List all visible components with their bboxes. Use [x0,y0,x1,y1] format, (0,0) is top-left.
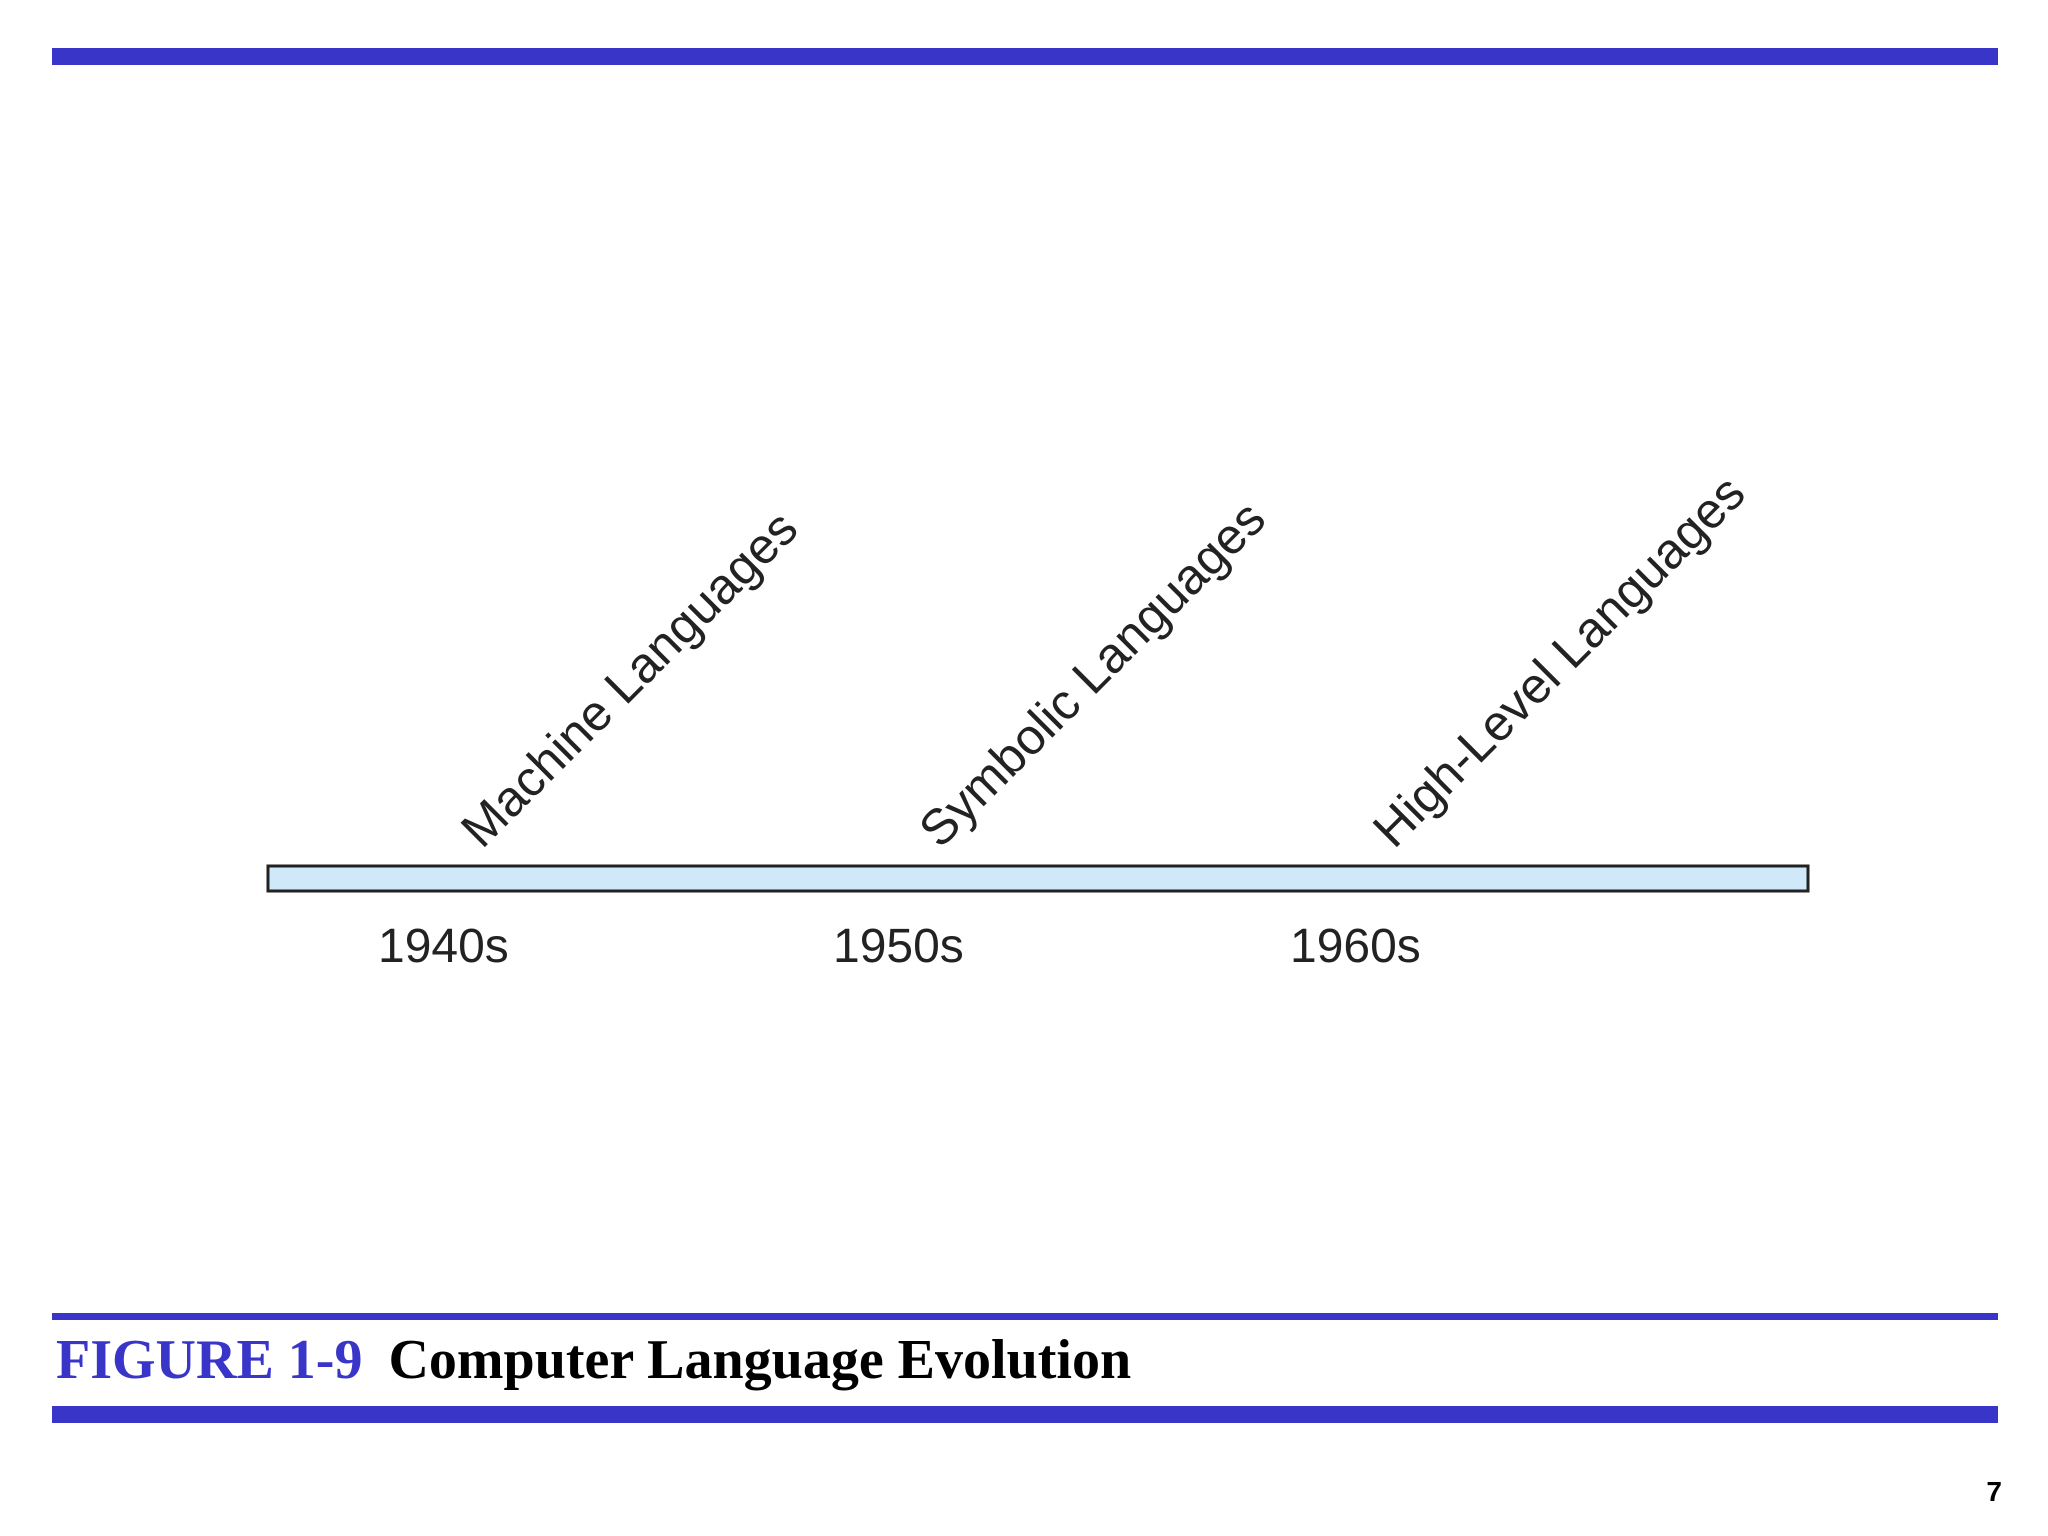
era-group-1950s: Symbolic Languages 1950s [833,490,1276,973]
figure-number: FIGURE 1-9 [56,1329,363,1391]
figure-title: Computer Language Evolution [388,1329,1132,1391]
decade-label-1940s: 1940s [378,920,509,973]
top-rule [52,48,1998,65]
page-number: 7 [1986,1476,2002,1507]
decade-label-1950s: 1950s [833,920,964,973]
language-label-high-level: High-Level Languages [1362,464,1755,857]
timeline-bar [266,864,1810,893]
caption-bottom-rule [52,1406,1998,1423]
caption-top-rule [52,1313,1998,1320]
figure-caption: FIGURE 1-9 Computer Language Evolution [56,1326,1131,1394]
language-label-machine: Machine Languages [450,500,808,858]
language-label-symbolic: Symbolic Languages [908,490,1276,858]
era-group-1940s: Machine Languages 1940s [378,500,808,973]
decade-label-1960s: 1960s [1290,920,1421,973]
era-group-1960s: High-Level Languages 1960s [1290,464,1756,973]
